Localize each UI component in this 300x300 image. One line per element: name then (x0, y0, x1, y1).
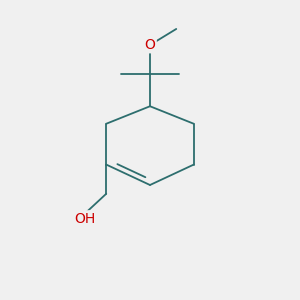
Text: OH: OH (74, 212, 95, 226)
Text: O: O (145, 38, 155, 52)
